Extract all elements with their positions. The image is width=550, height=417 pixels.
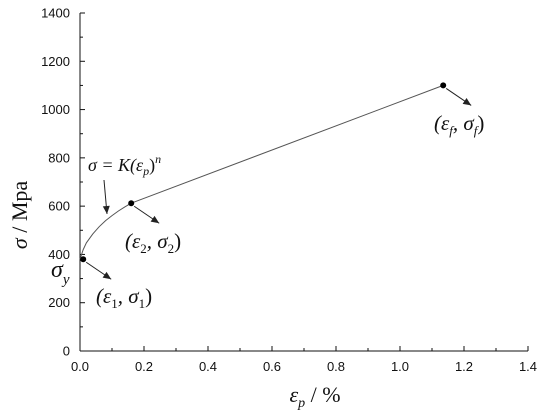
point-f-eps: (ε [434,111,450,135]
flow-curve-line [79,84,444,260]
y-tick-label: 600 [48,199,70,214]
point-2-sigma: , σ [147,229,170,253]
sigma-y-subscript: y [61,272,70,288]
y-axis-label: σ / Mpa [7,181,32,250]
plot-area: 0.0 0.2 0.4 0.6 0.8 1.0 1.2 1.4 020040060080010… [41,6,537,375]
point-1-close: ) [145,284,152,308]
y-tick-label: 1000 [41,102,70,117]
x-axis-label-subscript: p [297,396,305,411]
x-tick-label: 0.0 [71,359,89,374]
x-axis-label-symbol: ε [289,382,298,407]
point-2-eps: (ε [125,229,141,253]
equation-superscript: n [155,152,161,166]
sigma-y-symbol: σ [51,257,64,283]
x-tick-label: 1.4 [519,359,537,374]
arrow-point-2-head [150,215,160,224]
x-tick-label: 0.2 [135,359,153,374]
point-2-close: ) [174,229,181,253]
x-tick-label: 1.2 [455,359,473,374]
x-ticks: 0.0 0.2 0.4 0.6 0.8 1.0 1.2 1.4 [71,346,537,374]
y-tick-label: 1200 [41,54,70,69]
y-tick-label: 400 [48,247,70,262]
annotation-arrows [85,88,472,280]
arrow-point-f-head [462,98,472,106]
x-axis-label: εp / % [289,382,340,411]
point-2-eps-sub: 2 [140,241,147,256]
equation-lhs: σ = K(ε [88,155,144,176]
point-1-eps-sub: 1 [111,296,118,311]
equation-close: ) [149,155,155,176]
arrow-point-1-head [102,271,112,280]
point-2-label: (ε2, σ2) [125,229,181,256]
data-point [128,200,135,207]
y-ticks: 0 200 400 600 800 1000 1200 1400 [41,6,85,359]
y-tick-label: 200 [48,295,70,310]
point-2-sigma-sub: 2 [168,241,175,256]
point-1-label: (ε1, σ1) [96,284,152,311]
point-1-eps: (ε [96,284,112,308]
arrow-equation-head [102,205,110,214]
y-tick-label: 0 [63,344,70,359]
point-f-label: (εf, σf) [434,111,484,138]
point-f-close: ) [477,111,484,135]
point-f-sigma: , σ [453,111,476,135]
y-tick-label: 800 [48,150,70,165]
point-1-sigma: , σ [118,284,141,308]
point-f-eps-sub: f [449,123,455,138]
equation-label: σ = K(εp)n [88,152,161,178]
data-points [80,82,447,263]
y-axis-label-symbol: σ [7,237,32,249]
x-axis-label-unit: / % [305,382,340,407]
sigma-y-label: σy [51,257,70,288]
y-tick-label: 1400 [41,6,70,21]
x-tick-label: 0.6 [263,359,281,374]
data-point [440,82,447,89]
x-tick-label: 1.0 [391,359,409,374]
equation-subscript: p [142,164,149,178]
point-1-sigma-sub: 1 [139,296,146,311]
x-tick-label: 0.8 [327,359,345,374]
x-tick-label: 0.4 [199,359,217,374]
point-f-sigma-sub: f [474,123,480,138]
data-point [80,256,87,263]
y-axis-label-unit: / Mpa [7,181,32,239]
